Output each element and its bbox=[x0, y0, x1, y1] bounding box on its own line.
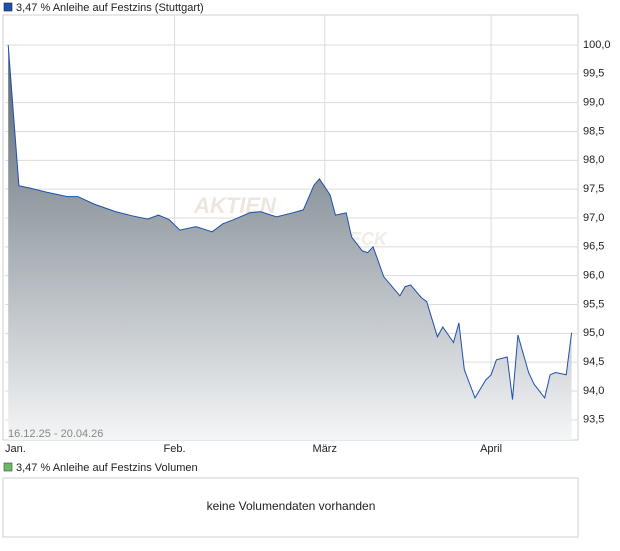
y-tick-label: 96,5 bbox=[583, 241, 604, 253]
y-tick-label: 100,0 bbox=[583, 39, 611, 51]
y-tick-label: 99,5 bbox=[583, 68, 604, 80]
x-tick-label: Jan. bbox=[5, 443, 26, 455]
y-tick-label: 97,5 bbox=[583, 183, 604, 195]
y-tick-label: 97,0 bbox=[583, 212, 604, 224]
x-tick-label: April bbox=[480, 443, 502, 455]
y-tick-label: 95,5 bbox=[583, 298, 604, 310]
x-tick-label: Feb. bbox=[164, 443, 186, 455]
x-tick-label: März bbox=[313, 443, 337, 455]
y-tick-label: 94,5 bbox=[583, 356, 604, 368]
volume-message: keine Volumendaten vorhanden bbox=[207, 499, 376, 513]
y-tick-label: 98,0 bbox=[583, 154, 604, 166]
area-fill bbox=[8, 45, 572, 440]
y-tick-label: 93,5 bbox=[583, 414, 604, 426]
volume-legend-swatch bbox=[3, 462, 13, 472]
volume-legend: 3,47 % Anleihe auf Festzins Volumen bbox=[16, 462, 198, 474]
y-tick-label: 95,0 bbox=[583, 327, 604, 339]
legend-label: 3,47 % Anleihe auf Festzins (Stuttgart) bbox=[16, 2, 204, 14]
y-tick-label: 96,0 bbox=[583, 270, 604, 282]
price-line bbox=[7, 44, 573, 400]
y-tick-label: 94,0 bbox=[583, 385, 604, 397]
legend-swatch bbox=[3, 2, 13, 12]
volume-frame bbox=[2, 477, 579, 538]
y-tick-label: 98,5 bbox=[583, 125, 604, 137]
date-range: 16.12.25 - 20.04.26 bbox=[8, 428, 103, 440]
y-tick-label: 99,0 bbox=[583, 97, 604, 109]
